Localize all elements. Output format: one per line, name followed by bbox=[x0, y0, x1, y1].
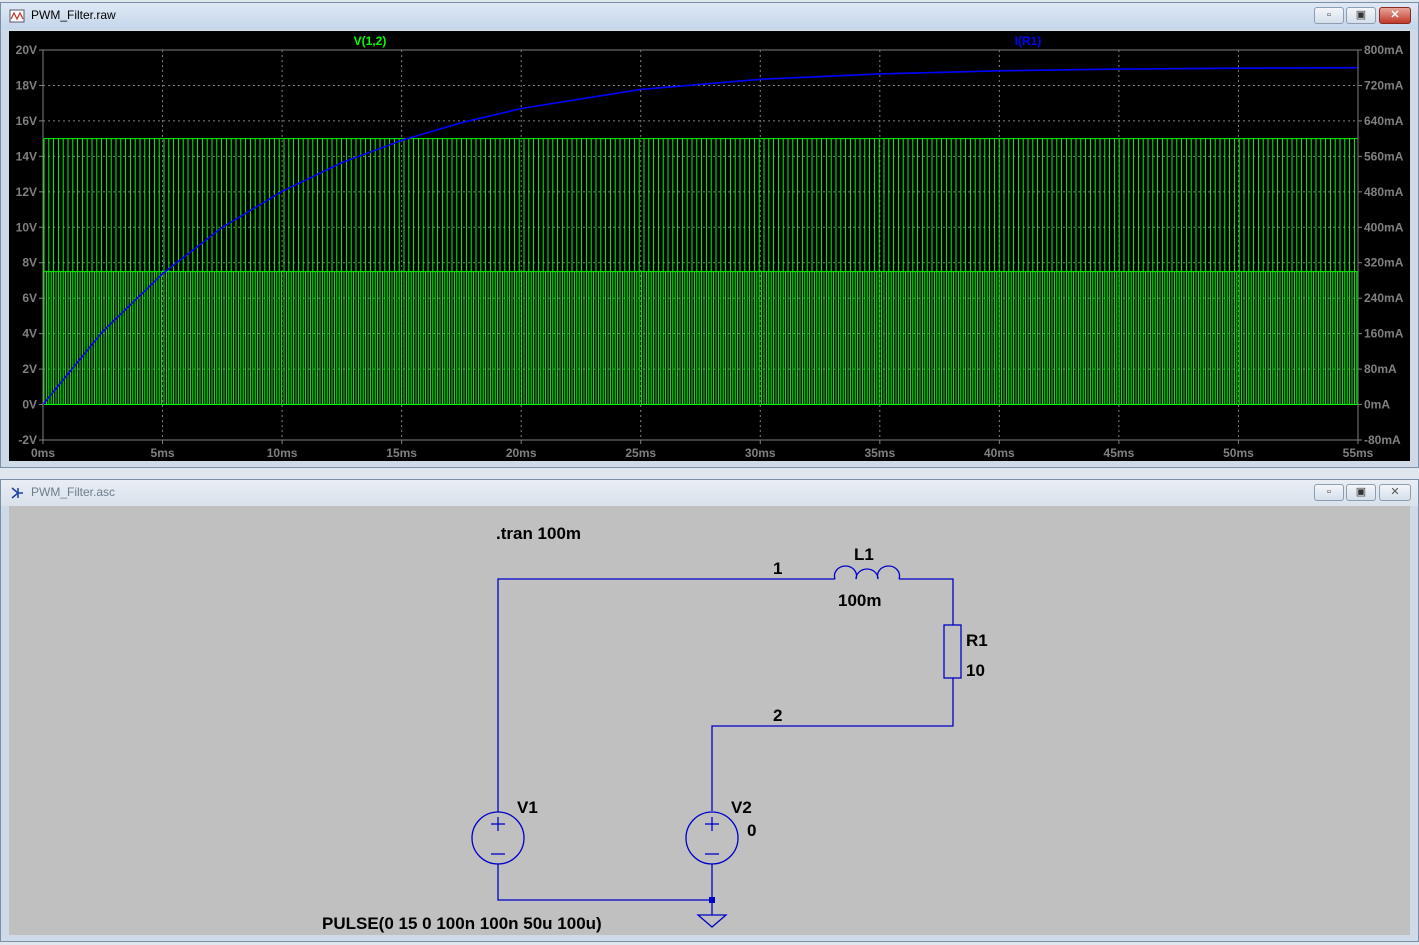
y-left-tick-label: 4V bbox=[22, 327, 37, 341]
maximize-button[interactable]: ▣ bbox=[1346, 7, 1376, 24]
x-tick-label: 20ms bbox=[506, 446, 537, 460]
x-tick-label: 55ms bbox=[1343, 446, 1374, 460]
y-left-tick-label: 20V bbox=[16, 43, 37, 57]
wire-ground[interactable] bbox=[497, 864, 712, 901]
wire-node-1[interactable] bbox=[497, 578, 835, 812]
window-title: PWM_Filter.asc bbox=[31, 485, 116, 499]
y-left-tick-label: -2V bbox=[18, 433, 37, 447]
x-tick-label: 35ms bbox=[864, 446, 895, 460]
y-left-tick-label: 0V bbox=[22, 398, 37, 412]
schematic-canvas[interactable]: .tran 100m 1 L1 100m R1 10 2 V1 V2 0 PUL… bbox=[9, 506, 1410, 935]
voltage-source-v1[interactable] bbox=[471, 811, 525, 865]
plot-window-titlebar[interactable]: PWM_Filter.raw ▫ ▣ ✕ bbox=[1, 3, 1418, 29]
y-right-tick-label: 480mA bbox=[1364, 185, 1404, 199]
schematic-window-titlebar[interactable]: PWM_Filter.asc ▫ ▣ ✕ bbox=[1, 480, 1418, 506]
close-button[interactable]: ✕ bbox=[1379, 484, 1411, 501]
x-tick-label: 50ms bbox=[1223, 446, 1254, 460]
y-right-tick-label: 800mA bbox=[1364, 43, 1404, 57]
maximize-icon: ▣ bbox=[1355, 9, 1367, 21]
inductor-l1[interactable] bbox=[833, 565, 901, 580]
net-label-2[interactable]: 2 bbox=[773, 706, 782, 725]
y-right-tick-label: 240mA bbox=[1364, 291, 1404, 305]
minimize-button[interactable]: ▫ bbox=[1314, 484, 1344, 501]
y-right-tick-label: 320mA bbox=[1364, 256, 1404, 270]
y-right-tick-label: 640mA bbox=[1364, 114, 1404, 128]
y-right-tick-label: 720mA bbox=[1364, 78, 1404, 92]
net-label-1[interactable]: 1 bbox=[773, 559, 782, 578]
source-v2-name[interactable]: V2 bbox=[731, 798, 752, 817]
source-v1-value[interactable]: PULSE(0 15 0 100n 100n 50u 100u) bbox=[322, 914, 602, 933]
wire-node-2[interactable] bbox=[711, 678, 954, 811]
source-v1-name[interactable]: V1 bbox=[517, 798, 538, 817]
close-button[interactable]: ✕ bbox=[1379, 7, 1411, 24]
plot-pane[interactable]: 0ms 5ms 10ms 15ms 20ms 25ms 30ms 35ms 40ms 45ms 50… bbox=[9, 31, 1410, 461]
waveform-viewer-icon bbox=[9, 9, 25, 23]
waveform-plot[interactable]: 0ms 5ms 10ms 15ms 20ms 25ms 30ms 35ms 40ms 45ms 50… bbox=[9, 31, 1410, 461]
maximize-icon: ▣ bbox=[1355, 486, 1367, 498]
close-icon: ✕ bbox=[1390, 9, 1400, 21]
window-title: PWM_Filter.raw bbox=[31, 8, 116, 22]
y-right-tick-label: 560mA bbox=[1364, 149, 1404, 163]
trace-label-v12[interactable]: V(1,2) bbox=[354, 34, 387, 48]
maximize-button[interactable]: ▣ bbox=[1346, 484, 1376, 501]
y-left-tick-label: 16V bbox=[16, 114, 37, 128]
y-left-tick-label: 18V bbox=[16, 78, 37, 92]
x-tick-label: 5ms bbox=[151, 446, 175, 460]
x-tick-label: 40ms bbox=[984, 446, 1015, 460]
minimize-icon: ▫ bbox=[1327, 486, 1331, 498]
schematic-window[interactable]: PWM_Filter.asc ▫ ▣ ✕ bbox=[0, 479, 1419, 942]
trace-ir1[interactable] bbox=[42, 66, 1359, 406]
y-right-tick-label: 400mA bbox=[1364, 220, 1404, 234]
y-left-tick-label: 14V bbox=[16, 149, 37, 163]
inductor-name[interactable]: L1 bbox=[854, 545, 874, 564]
x-tick-label: 15ms bbox=[386, 446, 417, 460]
trace-label-ir1[interactable]: I(R1) bbox=[1015, 34, 1042, 48]
y-left-tick-label: 6V bbox=[22, 291, 37, 305]
wire-l1-r1[interactable] bbox=[899, 578, 954, 625]
minimize-button[interactable]: ▫ bbox=[1314, 7, 1344, 24]
inductor-value[interactable]: 100m bbox=[838, 591, 881, 610]
resistor-r1[interactable] bbox=[943, 624, 962, 679]
plot-frame bbox=[42, 49, 1359, 441]
schematic-drawing[interactable]: .tran 100m 1 L1 100m R1 10 2 V1 V2 0 PUL… bbox=[9, 506, 1410, 937]
y-right-tick-label: -80mA bbox=[1364, 433, 1401, 447]
y-left-tick-label: 2V bbox=[22, 362, 37, 376]
x-tick-label: 45ms bbox=[1104, 446, 1135, 460]
x-tick-label: 25ms bbox=[625, 446, 656, 460]
y-left-tick-label: 8V bbox=[22, 256, 37, 270]
resistor-value[interactable]: 10 bbox=[966, 661, 985, 680]
y-left-tick-label: 10V bbox=[16, 220, 37, 234]
y-right-tick-label: 160mA bbox=[1364, 327, 1404, 341]
x-tick-label: 0ms bbox=[31, 446, 55, 460]
source-v2-value[interactable]: 0 bbox=[747, 821, 756, 840]
tran-directive[interactable]: .tran 100m bbox=[496, 524, 581, 543]
x-tick-label: 30ms bbox=[745, 446, 776, 460]
trace-v12[interactable] bbox=[43, 138, 1358, 405]
y-left-tick-label: 12V bbox=[16, 185, 37, 199]
ground-icon[interactable] bbox=[696, 914, 728, 928]
y-right-tick-label: 80mA bbox=[1364, 362, 1397, 376]
minimize-icon: ▫ bbox=[1327, 9, 1331, 21]
y-right-tick-label: 0mA bbox=[1364, 398, 1390, 412]
plot-window[interactable]: PWM_Filter.raw ▫ ▣ ✕ 0ms 5ms 10ms 15ms 20ms 2… bbox=[0, 2, 1419, 468]
x-tick-label: 10ms bbox=[267, 446, 298, 460]
wires[interactable] bbox=[497, 578, 954, 915]
voltage-source-v2[interactable] bbox=[685, 811, 739, 865]
close-icon: ✕ bbox=[1390, 486, 1400, 498]
resistor-name[interactable]: R1 bbox=[966, 631, 988, 650]
junction-dot bbox=[709, 897, 715, 903]
schematic-icon bbox=[11, 487, 23, 499]
